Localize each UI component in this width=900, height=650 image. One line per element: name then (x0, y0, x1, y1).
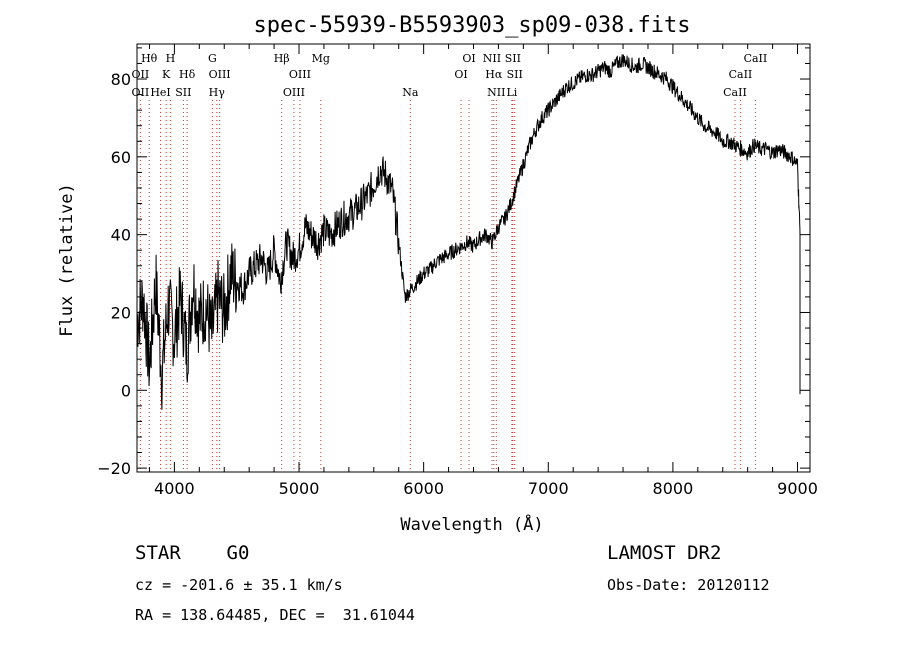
x-tick-label: 4000 (154, 479, 195, 498)
velocity-readout: cz = -201.6 ± 35.1 km/s (135, 576, 343, 594)
survey-name: LAMOST DR2 (607, 542, 722, 564)
y-axis-ticks: −20 0 20 40 60 80 (97, 47, 810, 478)
line-label: OII (132, 68, 150, 81)
line-label: Hγ (209, 86, 226, 99)
emission-line-markers (139, 100, 756, 472)
chart-title: spec-55939-B5593903_sp09-038.fits (253, 13, 690, 38)
line-label: NII (487, 86, 505, 99)
line-label: NII (483, 52, 501, 65)
line-label: SII (505, 52, 521, 65)
line-label: Hα (485, 68, 503, 81)
x-tick-label: 9000 (777, 479, 818, 498)
line-label: H (166, 52, 176, 65)
x-tick-label: 8000 (653, 479, 694, 498)
line-label: OIII (283, 86, 305, 99)
y-tick-label: 0 (121, 381, 131, 400)
x-tick-label: 6000 (403, 479, 444, 498)
line-label: CaII (729, 68, 753, 81)
line-label: HeI (150, 86, 170, 99)
object-class: STAR G0 (135, 542, 250, 564)
line-label: OI (454, 68, 467, 81)
spectrum-line (136, 54, 801, 410)
x-tick-label: 7000 (528, 479, 569, 498)
y-tick-label: 80 (111, 70, 131, 89)
line-label: CaII (744, 52, 768, 65)
y-tick-label: 20 (111, 303, 131, 322)
line-label: Hδ (179, 68, 196, 81)
y-tick-label: 60 (111, 148, 131, 167)
y-tick-label: −20 (97, 459, 131, 478)
line-label: OIII (209, 68, 231, 81)
observation-date: Obs-Date: 20120112 (607, 576, 770, 594)
line-label: K (162, 68, 171, 81)
y-axis-label: Flux (relative) (57, 183, 77, 337)
line-label: Li (506, 86, 517, 99)
x-axis-label: Wavelength (Å) (400, 513, 543, 535)
line-label: OIII (289, 68, 311, 81)
line-label: Mg (312, 52, 330, 65)
line-label: Na (402, 86, 419, 99)
x-axis-ticks: 4000 5000 6000 7000 8000 9000 (148, 44, 818, 498)
line-label: Hθ (141, 52, 158, 65)
line-label: OI (462, 52, 475, 65)
coordinates-readout: RA = 138.64485, DEC = 31.61044 (135, 606, 415, 624)
x-tick-label: 5000 (279, 479, 320, 498)
y-tick-label: 40 (111, 226, 131, 245)
line-label: SII (175, 86, 191, 99)
line-label: SII (507, 68, 523, 81)
line-label: Hβ (274, 52, 290, 65)
plot-frame (136, 43, 811, 473)
line-label: G (208, 52, 217, 65)
line-label: CaII (723, 86, 747, 99)
line-label: OII (132, 86, 150, 99)
